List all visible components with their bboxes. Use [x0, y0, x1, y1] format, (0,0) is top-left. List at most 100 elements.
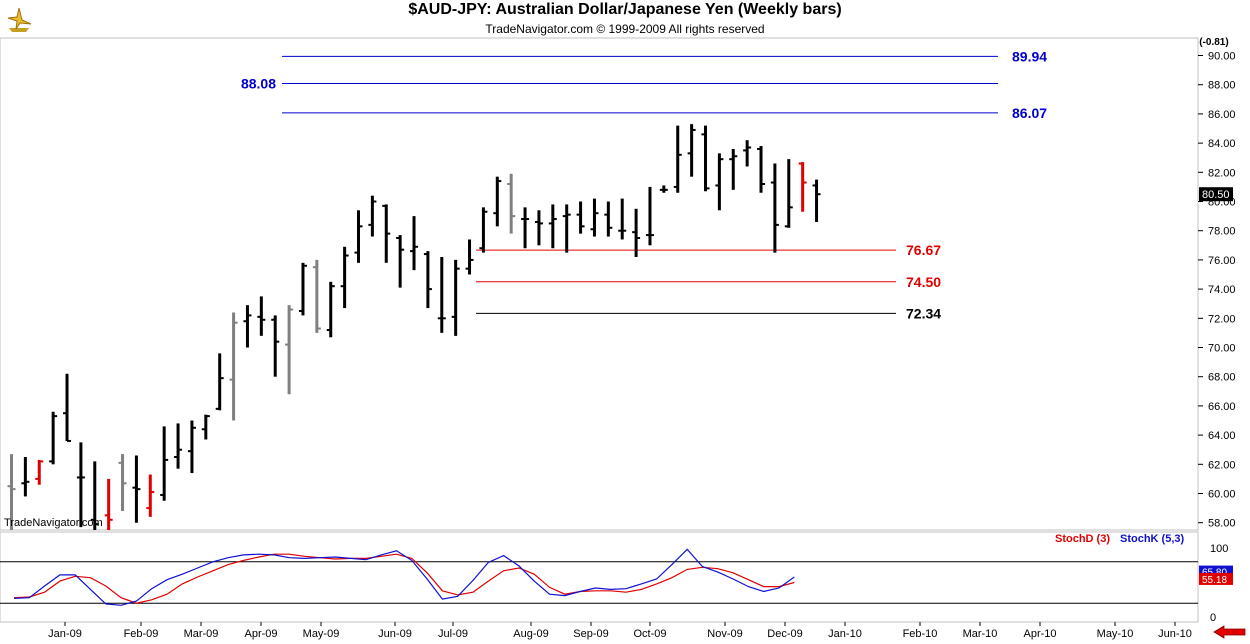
price-tick-label: 88.00 [1208, 80, 1236, 92]
chart-subtitle: TradeNavigator.com © 1999-2009 All right… [485, 22, 765, 36]
price-tick-label: 86.00 [1208, 109, 1236, 121]
price-tick-label: 66.00 [1208, 401, 1236, 413]
ohlc-bar [437, 256, 446, 333]
ohlc-bar [521, 207, 530, 249]
ohlc-bar [687, 124, 696, 177]
ohlc-bar [382, 204, 391, 263]
stochastic-last-values: 65.8055.18 [1199, 565, 1233, 586]
ohlc-bar [340, 246, 349, 309]
ohlc-bar [312, 259, 321, 333]
price-tick-label: 82.00 [1208, 167, 1236, 179]
ohlc-bar [618, 198, 627, 240]
time-tick-label: Nov-09 [707, 628, 742, 640]
ohlc-bar [76, 442, 85, 528]
price-tick-label: 90.00 [1208, 51, 1236, 63]
stoch-k-line [13, 548, 795, 606]
time-tick-label: Feb-10 [903, 628, 938, 640]
ohlc-bar [90, 461, 99, 530]
ohlc-bar [7, 454, 16, 530]
level-label: 88.08 [241, 76, 276, 92]
ohlc-bar [396, 235, 405, 288]
last-price-label: 80.50 [1202, 189, 1230, 201]
time-tick-label: Sep-09 [573, 628, 608, 640]
ohlc-bar [215, 353, 224, 411]
chart-title: $AUD-JPY: Australian Dollar/Japanese Yen… [408, 1, 842, 18]
ohlc-bar [354, 210, 363, 263]
level-lines: 89.94 88.08 86.07 76.67 74.50 72.34 [241, 48, 1047, 321]
price-tick-label: 58.00 [1208, 518, 1236, 530]
ohlc-bar [368, 195, 377, 237]
ohlc-bar [507, 173, 516, 234]
time-tick-label: Apr-09 [244, 628, 277, 640]
stoch-d-last-label: 55.18 [1202, 575, 1227, 586]
time-tick-label: Apr-10 [1023, 628, 1056, 640]
time-tick-label: Mar-09 [184, 628, 219, 640]
ohlc-bar [410, 216, 419, 271]
ohlc-bar [132, 455, 141, 523]
time-tick-label: May-10 [1097, 628, 1134, 640]
ohlc-bar [271, 315, 280, 377]
price-axis: 58.00 60.00 62.00 64.00 66.00 68.00 70.00 72.00… [1198, 51, 1236, 530]
stoch-k-legend: StochK (5,3) [1120, 533, 1185, 545]
last-price-box [1199, 187, 1233, 202]
scroll-left-arrow-icon[interactable] [1213, 625, 1247, 639]
price-tick-label: 78.00 [1208, 226, 1236, 238]
price-tick-label: 72.00 [1208, 313, 1236, 325]
ohlc-bar [590, 198, 599, 237]
last-price-marker: 80.50 [1199, 187, 1233, 202]
level-label: 72.34 [906, 305, 941, 321]
ohlc-bar [632, 208, 641, 257]
ohlc-bar [285, 305, 294, 395]
price-tick-label: 84.00 [1208, 138, 1236, 150]
ohlc-bar [729, 148, 738, 190]
ohlc-bar [160, 426, 169, 501]
time-axis: Jan-09 Feb-09 Mar-09 Apr-09 May-09 Jun-09 Jul-… [48, 622, 1192, 640]
ohlc-bar [548, 204, 557, 249]
ohlc-bar [784, 159, 793, 228]
ohlc-bar [174, 423, 183, 469]
ohlc-bar [465, 239, 474, 275]
ohlc-bar [257, 296, 266, 336]
price-tick-label: 76.00 [1208, 255, 1236, 267]
time-tick-label: Dec-09 [767, 628, 802, 640]
price-tick-label: 62.00 [1208, 459, 1236, 471]
ohlc-bar [757, 146, 766, 193]
time-tick-label: Jan-10 [828, 628, 862, 640]
stochastic-lines [13, 548, 795, 606]
ohlc-bar [229, 312, 238, 421]
price-tick-label: 70.00 [1208, 343, 1236, 355]
stoch-d-legend: StochD (3) [1055, 533, 1110, 545]
watermark-text: TradeNavigator.com [4, 517, 103, 529]
ohlc-bar [63, 373, 72, 442]
ohlc-bar [479, 207, 488, 253]
stoch-d-last-box [1199, 572, 1233, 585]
ohlc-bar [604, 201, 613, 237]
ohlc-bar [798, 162, 807, 212]
ohlc-bar [812, 179, 821, 222]
time-tick-label: Jun-10 [1158, 628, 1192, 640]
ohlc-bar [715, 153, 724, 211]
ohlc-bar [21, 457, 30, 497]
price-tick-label: 60.00 [1208, 489, 1236, 501]
level-label: 89.94 [1012, 48, 1047, 64]
ohlc-bar [493, 176, 502, 227]
level-label: 76.67 [906, 242, 941, 258]
trade-navigator-logo-icon [4, 4, 34, 34]
ohlc-bar [146, 474, 155, 517]
ohlc-bar [298, 262, 307, 316]
ohlc-bar [243, 305, 252, 348]
ohlc-bar [326, 281, 335, 338]
level-label: 74.50 [906, 274, 941, 290]
time-tick-label: Jun-09 [378, 628, 412, 640]
price-plot-area [0, 37, 1199, 531]
time-tick-label: Mar-10 [963, 628, 998, 640]
price-tick-label: 64.00 [1208, 430, 1236, 442]
price-bars [7, 124, 821, 530]
ohlc-bar [659, 185, 668, 193]
ohlc-bar [770, 163, 779, 253]
ohlc-bar [451, 259, 460, 336]
ohlc-bar [743, 140, 752, 167]
ohlc-bar [49, 411, 58, 465]
